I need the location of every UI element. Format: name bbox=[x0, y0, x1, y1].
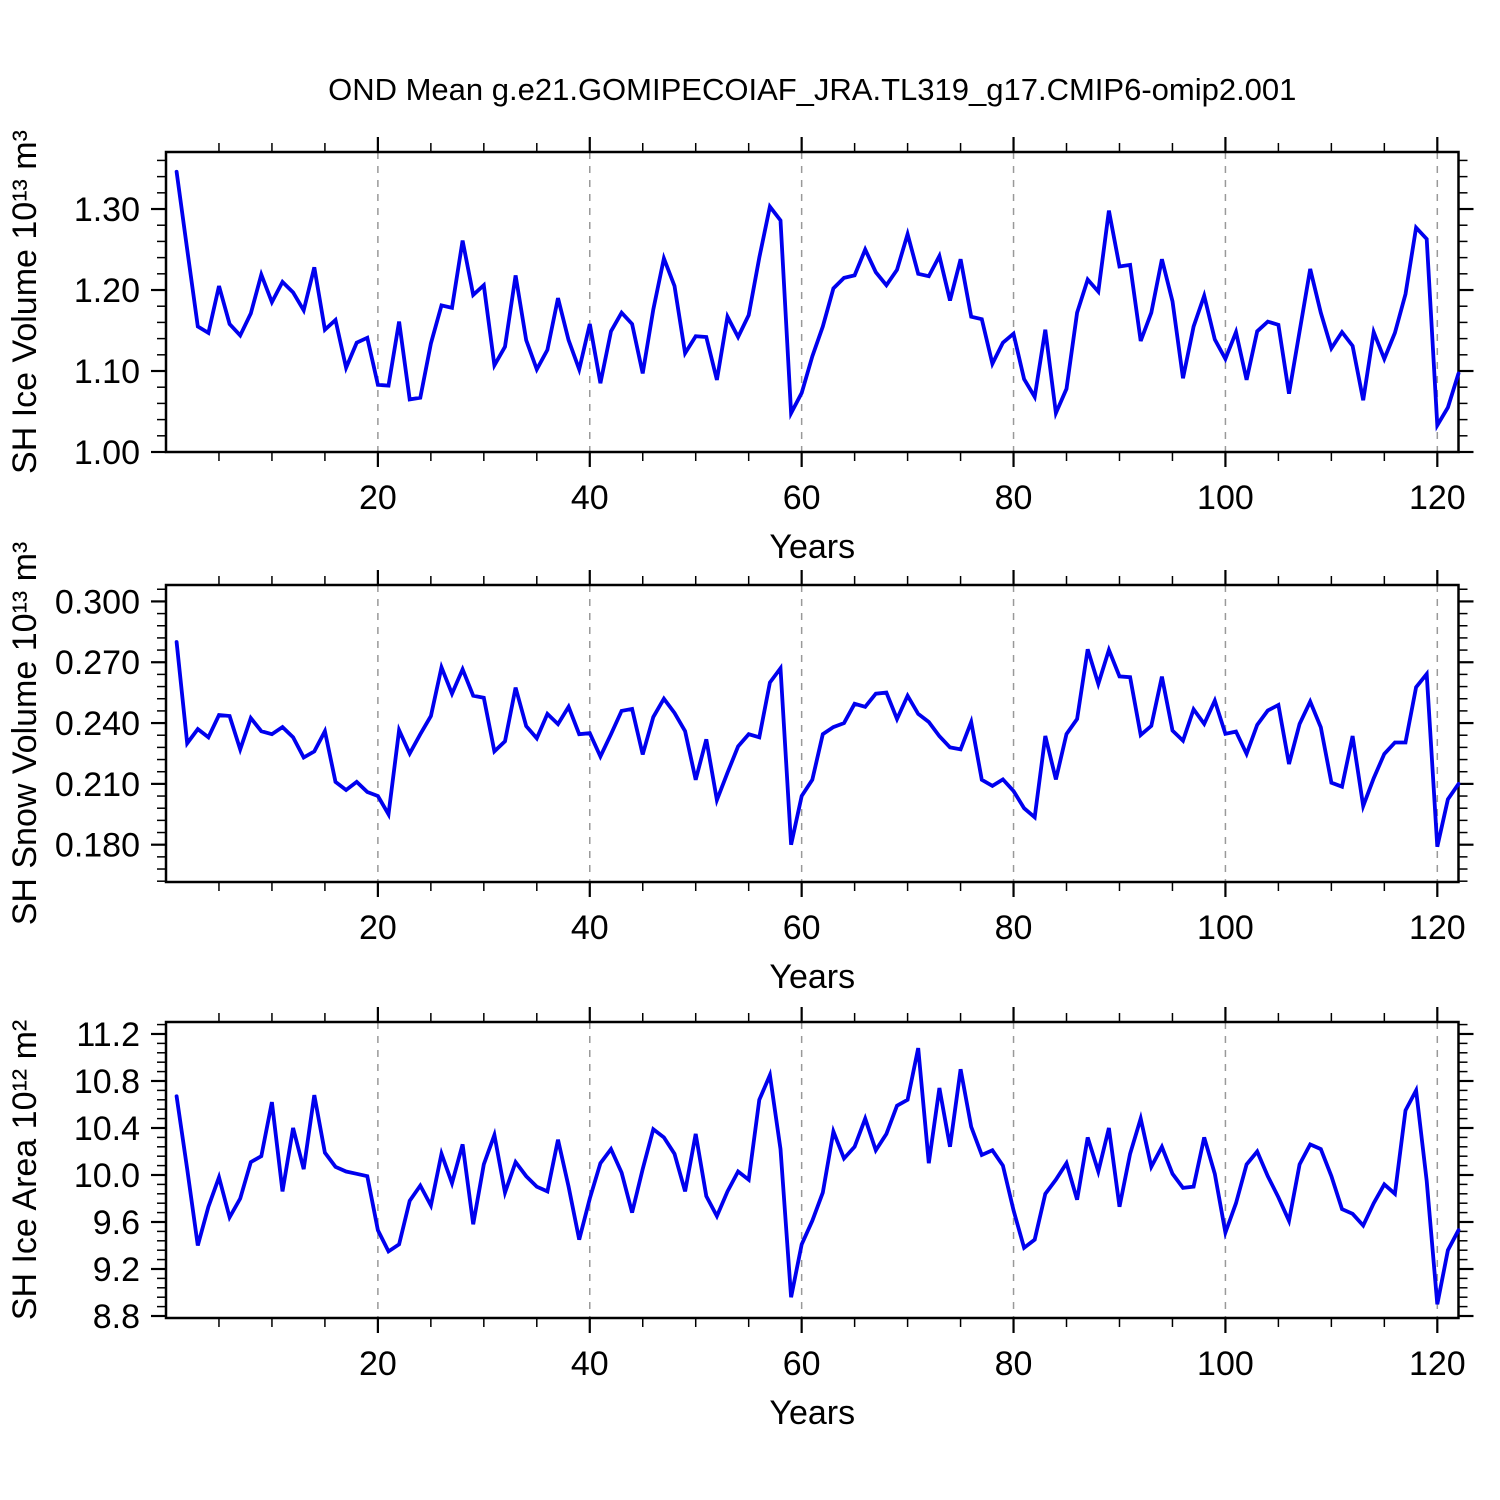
y-tick-label: 0.180 bbox=[55, 827, 140, 865]
y-axis-label: SH Ice Area 10¹² m² bbox=[6, 1020, 44, 1320]
x-tick-label: 60 bbox=[783, 1345, 821, 1383]
y-tick-label: 9.2 bbox=[93, 1251, 140, 1289]
x-tick-label: 80 bbox=[995, 479, 1033, 517]
y-axis-label: SH Snow Volume 10¹³ m³ bbox=[6, 542, 44, 926]
y-tick-label: 0.300 bbox=[55, 583, 140, 621]
y-tick-label: 0.270 bbox=[55, 644, 140, 682]
x-axis-label: Years bbox=[769, 958, 855, 996]
plot-box bbox=[164, 1020, 1460, 1320]
plot-box bbox=[164, 583, 1460, 884]
x-tick-label: 60 bbox=[783, 909, 821, 947]
x-tick-label: 120 bbox=[1409, 479, 1466, 517]
x-tick-label: 120 bbox=[1409, 909, 1466, 947]
x-axis-label: Years bbox=[769, 528, 855, 566]
x-tick-label: 40 bbox=[571, 909, 609, 947]
x-axis-label: Years bbox=[769, 1394, 855, 1432]
x-tick-label: 80 bbox=[995, 1345, 1033, 1383]
x-tick-label: 120 bbox=[1409, 1345, 1466, 1383]
y-tick-label: 9.6 bbox=[93, 1204, 140, 1242]
y-tick-label: 10.8 bbox=[74, 1063, 140, 1101]
y-tick-label: 10.0 bbox=[74, 1157, 140, 1195]
panel-2: 20 40 60 80 100 120 Years 0.180 0.210 0.240 0.270 0… bbox=[6, 542, 1474, 996]
x-tick-label: 80 bbox=[995, 909, 1033, 947]
panel-3: 20 40 60 80 100 120 Years 8.8 9.2 9.6 10.0 10.4 10.8… bbox=[6, 1007, 1474, 1432]
y-tick-label: 11.2 bbox=[76, 1016, 140, 1054]
x-tick-label: 100 bbox=[1197, 909, 1254, 947]
y-tick-label: 1.20 bbox=[74, 272, 140, 310]
x-tick-label: 20 bbox=[359, 479, 397, 517]
y-tick-label: 1.00 bbox=[74, 434, 140, 472]
x-tick-label: 40 bbox=[571, 479, 609, 517]
y-tick-label: 8.8 bbox=[93, 1298, 140, 1336]
y-tick-label: 0.210 bbox=[55, 766, 140, 804]
x-tick-label: 20 bbox=[359, 909, 397, 947]
y-tick-label: 1.30 bbox=[74, 191, 140, 229]
x-tick-label: 100 bbox=[1197, 1345, 1254, 1383]
x-tick-label: 40 bbox=[571, 1345, 609, 1383]
panel-1: 20 40 60 80 100 120 Years 1.00 1.10 1.20 1.30 SH Ic… bbox=[6, 72, 1474, 566]
x-tick-label: 60 bbox=[783, 479, 821, 517]
chart-title: OND Mean g.e21.GOMIPECOIAF_JRA.TL319_g17… bbox=[328, 72, 1296, 107]
y-tick-label: 0.240 bbox=[55, 705, 140, 743]
data-line-panel-1 bbox=[174, 169, 1461, 432]
x-tick-label: 100 bbox=[1197, 479, 1254, 517]
y-axis-label: SH Ice Volume 10¹³ m³ bbox=[6, 130, 44, 474]
x-tick-label: 20 bbox=[359, 1345, 397, 1383]
plot-box bbox=[164, 150, 1460, 454]
data-line-panel-3 bbox=[174, 1047, 1461, 1305]
y-tick-label: 1.10 bbox=[74, 353, 140, 391]
y-tick-label: 10.4 bbox=[74, 1110, 140, 1148]
data-line-panel-2 bbox=[174, 640, 1461, 848]
